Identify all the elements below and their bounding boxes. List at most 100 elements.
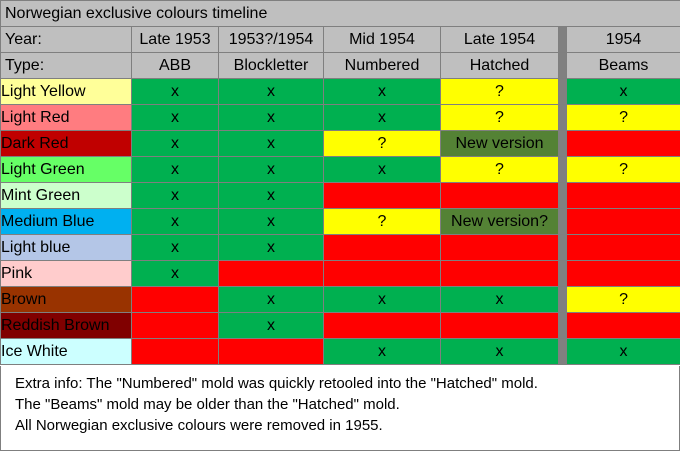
year-row-cell[interactable]: Late 1954 [440,26,559,53]
year-row-cell[interactable]: Late 1953 [131,26,219,53]
colour-name-cell[interactable]: Ice White [0,338,132,365]
colour-name-cell[interactable]: Light blue [0,234,132,261]
status-cell[interactable]: ? [565,286,680,313]
status-cell[interactable] [440,234,559,261]
extra-info-box[interactable]: Extra info: The "Numbered" mold was quic… [0,366,680,451]
status-cell[interactable]: x [131,156,219,183]
status-cell[interactable]: x [565,338,680,365]
status-cell[interactable]: x [323,78,441,105]
status-cell[interactable]: x [131,182,219,209]
status-cell[interactable]: x [323,156,441,183]
colour-name-cell[interactable]: Light Yellow [0,78,132,105]
status-cell[interactable] [323,182,441,209]
year-row-label[interactable]: Year: [0,26,132,53]
status-cell[interactable] [440,260,559,287]
status-cell[interactable] [323,234,441,261]
status-cell[interactable] [131,312,219,339]
status-cell[interactable]: x [131,260,219,287]
status-cell[interactable] [440,312,559,339]
status-cell[interactable]: x [323,286,441,313]
status-cell[interactable]: x [440,338,559,365]
status-cell[interactable] [218,260,324,287]
column-divider [558,286,567,313]
status-cell[interactable]: x [323,338,441,365]
status-cell[interactable]: x [565,78,680,105]
table-row: Dark Red x x? New version [0,130,680,157]
status-cell[interactable]: New version? [440,208,559,235]
colour-name-cell[interactable]: Mint Green [0,182,132,209]
status-cell[interactable] [131,286,219,313]
colour-name-cell[interactable]: Pink [0,260,132,287]
type-row: Type: ABB Blockletter Numbered Hatched Beams [0,52,680,79]
colour-name-cell[interactable]: Medium Blue [0,208,132,235]
column-divider [558,208,567,235]
status-cell[interactable]: x [218,312,324,339]
timeline-table: Norwegian exclusive colours timeline Yea… [0,0,680,365]
table-row: Mint Green x x [0,182,680,209]
status-cell[interactable]: ? [440,156,559,183]
column-divider [558,130,567,157]
colour-name-cell[interactable]: Light Red [0,104,132,131]
status-cell[interactable]: ? [565,104,680,131]
status-cell[interactable]: x [218,78,324,105]
status-cell[interactable] [440,182,559,209]
column-divider [558,338,567,365]
status-cell[interactable] [565,182,680,209]
status-cell[interactable]: x [131,130,219,157]
status-cell[interactable]: x [323,104,441,131]
table-row: Reddish Brown x [0,312,680,339]
status-cell[interactable] [565,312,680,339]
table-row: Light blue x x [0,234,680,261]
type-row-cell[interactable]: Hatched [440,52,559,79]
column-divider [558,234,567,261]
status-cell[interactable]: x [131,78,219,105]
colour-name-cell[interactable]: Reddish Brown [0,312,132,339]
type-row-cell[interactable]: Blockletter [218,52,324,79]
status-cell[interactable] [218,338,324,365]
status-cell[interactable]: x [131,234,219,261]
colour-name-cell[interactable]: Light Green [0,156,132,183]
table-row: Medium Blue x x? New version? [0,208,680,235]
colour-name-cell[interactable]: Brown [0,286,132,313]
extra-info-line-1: Extra info: The "Numbered" mold was quic… [15,375,538,392]
status-cell[interactable]: x [218,234,324,261]
type-row-cell[interactable]: Beams [565,52,680,79]
status-cell[interactable]: x [131,104,219,131]
status-cell[interactable]: x [218,130,324,157]
status-cell[interactable]: x [218,286,324,313]
type-row-cell[interactable]: Numbered [323,52,441,79]
year-row-cell[interactable]: 1953?/1954 [218,26,324,53]
status-cell[interactable] [323,260,441,287]
status-cell[interactable]: ? [565,156,680,183]
status-cell[interactable]: ? [323,208,441,235]
year-row-cell[interactable]: 1954 [565,26,680,53]
status-cell[interactable] [565,208,680,235]
status-cell[interactable] [565,260,680,287]
status-cell[interactable] [565,130,680,157]
status-cell[interactable]: x [218,156,324,183]
column-divider [558,312,567,339]
table-row: Light Red x x x?? [0,104,680,131]
status-cell[interactable]: ? [440,78,559,105]
status-cell[interactable] [565,234,680,261]
status-cell[interactable]: x [218,208,324,235]
column-divider [558,260,567,287]
status-cell[interactable]: ? [323,130,441,157]
status-cell[interactable] [323,312,441,339]
year-row-cell[interactable]: Mid 1954 [323,26,441,53]
status-cell[interactable]: x [218,104,324,131]
status-cell[interactable]: New version [440,130,559,157]
status-cell[interactable]: x [131,208,219,235]
table-row: Light Yellow x x x? x [0,78,680,105]
type-row-label[interactable]: Type: [0,52,132,79]
column-divider [558,52,567,79]
year-row: Year: Late 1953 1953?/1954 Mid 1954 Late 195… [0,26,680,53]
status-cell[interactable] [131,338,219,365]
colour-name-cell[interactable]: Dark Red [0,130,132,157]
status-cell[interactable]: ? [440,104,559,131]
status-cell[interactable]: x [218,182,324,209]
status-cell[interactable]: x [440,286,559,313]
table-title[interactable]: Norwegian exclusive colours timeline [0,0,680,27]
type-row-cell[interactable]: ABB [131,52,219,79]
